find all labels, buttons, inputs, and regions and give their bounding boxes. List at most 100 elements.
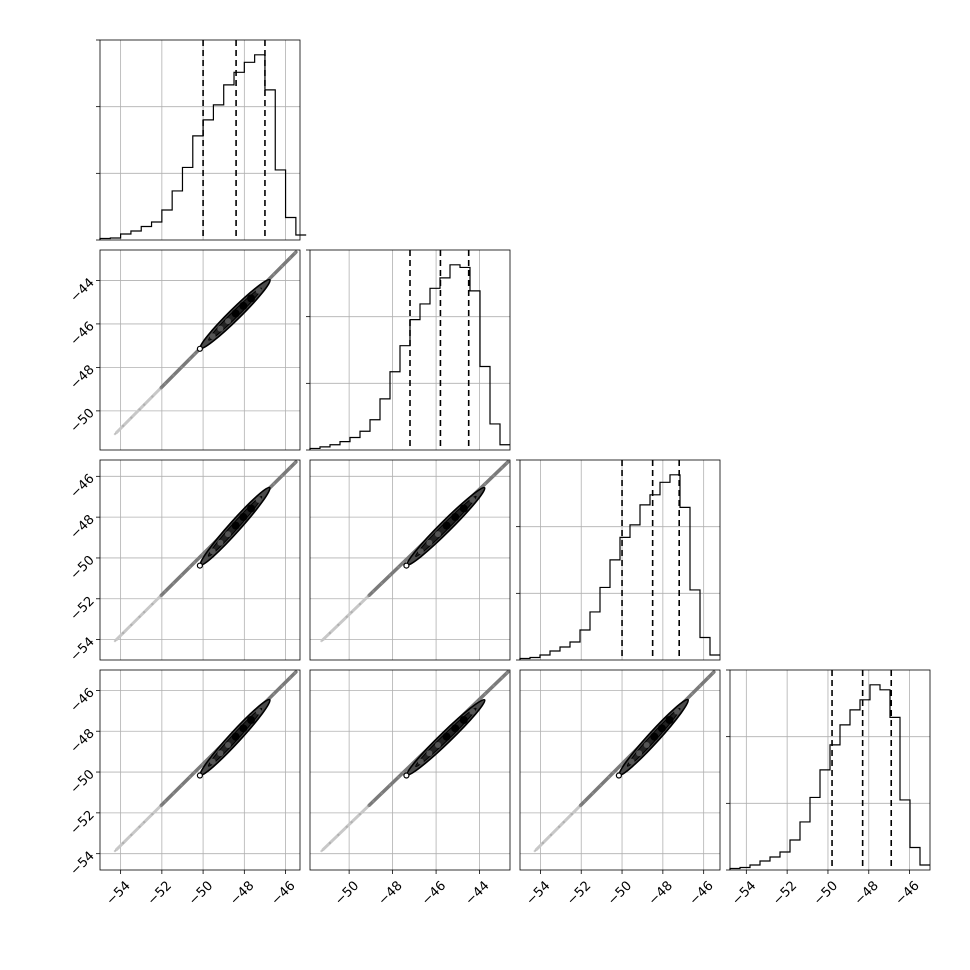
density-core-dot [451, 513, 460, 522]
scatter-point [358, 602, 362, 606]
scatter-panel-3-2 [519, 669, 721, 871]
scatter-point [541, 841, 545, 845]
scatter-point [180, 783, 183, 787]
scatter-point [583, 800, 586, 803]
xtick-label: −52 [564, 878, 594, 908]
density-core-dot [469, 496, 476, 503]
scatter-point [151, 395, 154, 398]
scatter-point [562, 820, 565, 824]
scatter-point [345, 615, 348, 618]
scatter-point [272, 273, 276, 276]
scatter-point [483, 692, 487, 696]
xtick-label: −54 [104, 878, 134, 908]
scatter-point [138, 408, 141, 411]
hist-panel-0 [96, 39, 307, 241]
xtick-label: −50 [186, 878, 216, 908]
hist-frame-1 [309, 249, 511, 451]
scatter-point [121, 424, 125, 428]
scatter-point [180, 573, 183, 577]
density-core-dot [426, 539, 433, 546]
scatter-point [500, 676, 504, 679]
xtick-label: −48 [227, 878, 257, 908]
scatter-point [130, 623, 133, 627]
xtick-label: −46 [687, 878, 717, 908]
scatter-point [380, 792, 383, 795]
scatter-point [138, 615, 141, 618]
scatter-point [142, 820, 146, 824]
density-core-dot [225, 318, 232, 325]
scatter-point [492, 684, 495, 687]
density-core-dot [636, 750, 643, 757]
scatter-point [188, 775, 191, 779]
ytick-label: −54 [68, 635, 98, 665]
ytick-label: −46 [68, 319, 98, 349]
scatter-point [272, 692, 276, 696]
density-core-dot [231, 732, 240, 741]
scatter-point [151, 602, 154, 606]
density-core-dot [442, 521, 451, 530]
ytick-label: −48 [68, 726, 98, 756]
scatter-point [280, 264, 284, 268]
density-core-dot [217, 325, 224, 332]
scatter-point [397, 775, 400, 779]
scatter-point [711, 671, 715, 675]
density-core-dot [247, 294, 256, 303]
scatter-point [320, 639, 323, 643]
density-core-dot [217, 750, 224, 757]
scatter-point [113, 639, 117, 643]
ytick-label: −44 [68, 275, 98, 305]
xtick-label: −50 [332, 878, 362, 908]
ytick-label: −48 [68, 362, 98, 392]
scatter-frame [309, 459, 511, 661]
scatter-frame [99, 249, 301, 451]
scatter-point [397, 565, 400, 569]
density-core-dot [442, 732, 451, 741]
scatter-point [380, 582, 383, 585]
density-core-dot [225, 741, 232, 748]
scatter-point [289, 256, 292, 260]
density-core-dot [434, 741, 441, 748]
scatter-point [289, 466, 292, 469]
scatter-point [293, 251, 297, 255]
xtick-label: −48 [646, 878, 676, 908]
scatter-frame [99, 459, 301, 661]
scatter-point [130, 833, 133, 837]
scatter-point [164, 800, 167, 803]
scatter-point [201, 763, 204, 766]
scatter-point [188, 565, 191, 569]
scatter-point [113, 432, 117, 436]
scatter-point [164, 590, 167, 593]
density-core-dot [255, 496, 262, 503]
ytick-label: −46 [68, 685, 98, 715]
scatter-point [492, 474, 495, 477]
scatter-point [172, 792, 175, 795]
density-core-dot [426, 750, 433, 757]
density-core-dot [239, 513, 248, 522]
scatter-point [337, 833, 340, 837]
scatter-point [402, 771, 405, 774]
scatter-point [533, 849, 537, 853]
scatter-point [151, 812, 154, 816]
density-core-dot [469, 708, 476, 715]
scatter-point [293, 461, 297, 465]
density-core-dot [239, 724, 248, 733]
histogram-step-3 [729, 684, 930, 870]
density-core-dot [217, 539, 224, 546]
scatter-point [130, 416, 133, 419]
xtick-label: −52 [145, 878, 175, 908]
scatter-point [280, 684, 284, 687]
scatter-point [121, 841, 125, 845]
density-core-dot [225, 531, 232, 538]
ytick-label: −54 [68, 849, 98, 879]
scatter-point [345, 825, 348, 828]
scatter-point [172, 374, 175, 377]
scatter-point [402, 561, 405, 564]
scatter-panel-3-0 [99, 669, 301, 871]
density-core-dot [417, 758, 424, 765]
density-core-dot [255, 708, 262, 715]
scatter-point [483, 482, 487, 486]
density-core-dot [231, 521, 240, 530]
density-core-dot [451, 724, 460, 733]
contour-endpoint [196, 562, 203, 569]
